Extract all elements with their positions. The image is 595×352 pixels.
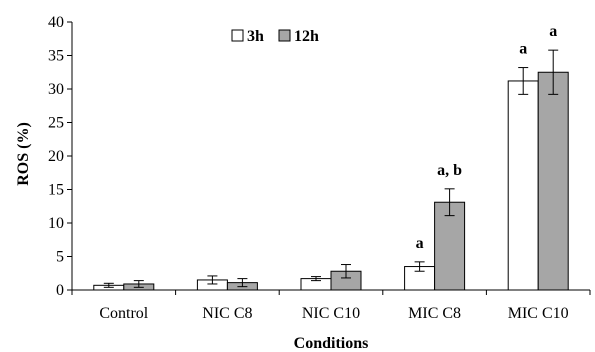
significance-label: a: [549, 23, 557, 40]
legend-label: 12h: [294, 28, 319, 45]
y-tick-label: 30: [48, 81, 64, 98]
legend-swatch: [231, 29, 244, 42]
significance-label: a: [416, 235, 424, 252]
x-axis: Control NIC C8 NIC C10 MIC C8 MIC C10: [71, 289, 591, 322]
y-tick-label: 5: [56, 249, 64, 266]
y-tick-label: 35: [48, 48, 64, 65]
x-tick-label: MIC C10: [508, 305, 569, 322]
bar: [507, 80, 539, 291]
x-tick-label: Control: [99, 305, 148, 322]
x-tick-label: NIC C10: [302, 305, 360, 322]
y-tick-label: 40: [48, 14, 64, 31]
y-axis: 0 5 10 15 20 25 30 35 40: [48, 14, 73, 299]
legend: 3h 12h: [231, 28, 319, 45]
significance-label: a, b: [437, 162, 462, 179]
bars: a a a, b a: [93, 23, 569, 291]
bar: [537, 71, 569, 291]
y-tick-label: 0: [56, 282, 64, 299]
x-tick-label: NIC C8: [202, 305, 252, 322]
legend-swatch: [278, 29, 291, 42]
x-tick-label: MIC C8: [408, 305, 461, 322]
bar: [434, 201, 466, 291]
y-axis-title: ROS (%): [15, 122, 32, 186]
y-tick-label: 25: [48, 115, 64, 132]
legend-label: 3h: [247, 28, 264, 45]
y-tick-label: 10: [48, 215, 64, 232]
y-tick-label: 15: [48, 182, 64, 199]
x-axis-title: Conditions: [294, 335, 369, 352]
significance-label: a: [519, 41, 527, 58]
y-tick-label: 20: [48, 148, 64, 165]
